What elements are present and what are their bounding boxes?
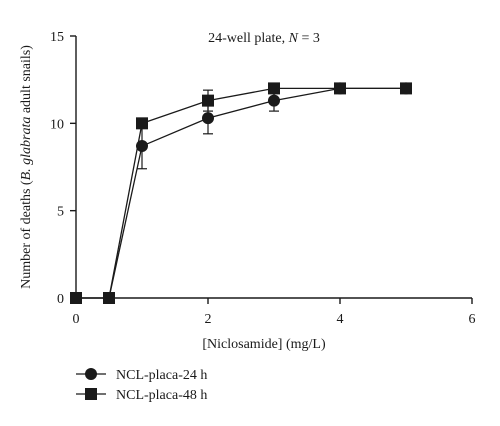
series-line-1 <box>76 87 406 299</box>
chart-labels: 24-well plate, N = 3 [Niclosamide] (mg/L)… <box>19 31 326 352</box>
x-tick-label: 2 <box>205 312 212 327</box>
legend-label: NCL-placa-48 h <box>116 388 207 403</box>
series-line-2 <box>76 87 406 299</box>
axes: 0 2 4 6 0 5 10 15 <box>50 30 476 327</box>
y-tick-label: 15 <box>50 30 64 45</box>
legend-marker <box>85 368 97 380</box>
data-point <box>202 94 214 107</box>
y-tick-label: 5 <box>57 205 64 220</box>
series-lines <box>76 87 406 299</box>
x-tick-label: 4 <box>337 312 344 327</box>
data-point <box>136 140 148 153</box>
x-tick-label: 6 <box>469 312 476 327</box>
data-point <box>202 112 214 125</box>
series-markers <box>70 82 412 304</box>
x-tick-label: 0 <box>73 312 80 327</box>
chart-title: 24-well plate, N = 3 <box>208 31 320 46</box>
data-point <box>334 82 346 95</box>
data-point <box>268 82 280 95</box>
y-tick-label: 0 <box>57 292 64 307</box>
legend: NCL-placa-24 h NCL-placa-48 h <box>76 368 207 403</box>
legend-marker <box>85 388 97 400</box>
legend-label: NCL-placa-24 h <box>116 368 207 383</box>
data-point <box>268 94 280 107</box>
data-point <box>136 117 148 130</box>
data-point <box>70 292 82 304</box>
x-axis-label: [Niclosamide] (mg/L) <box>202 337 326 352</box>
data-point <box>103 292 115 304</box>
y-axis-label: Number of deaths (B. glabrata adult snai… <box>19 45 34 289</box>
y-tick-label: 10 <box>50 117 64 132</box>
data-point <box>400 82 412 95</box>
